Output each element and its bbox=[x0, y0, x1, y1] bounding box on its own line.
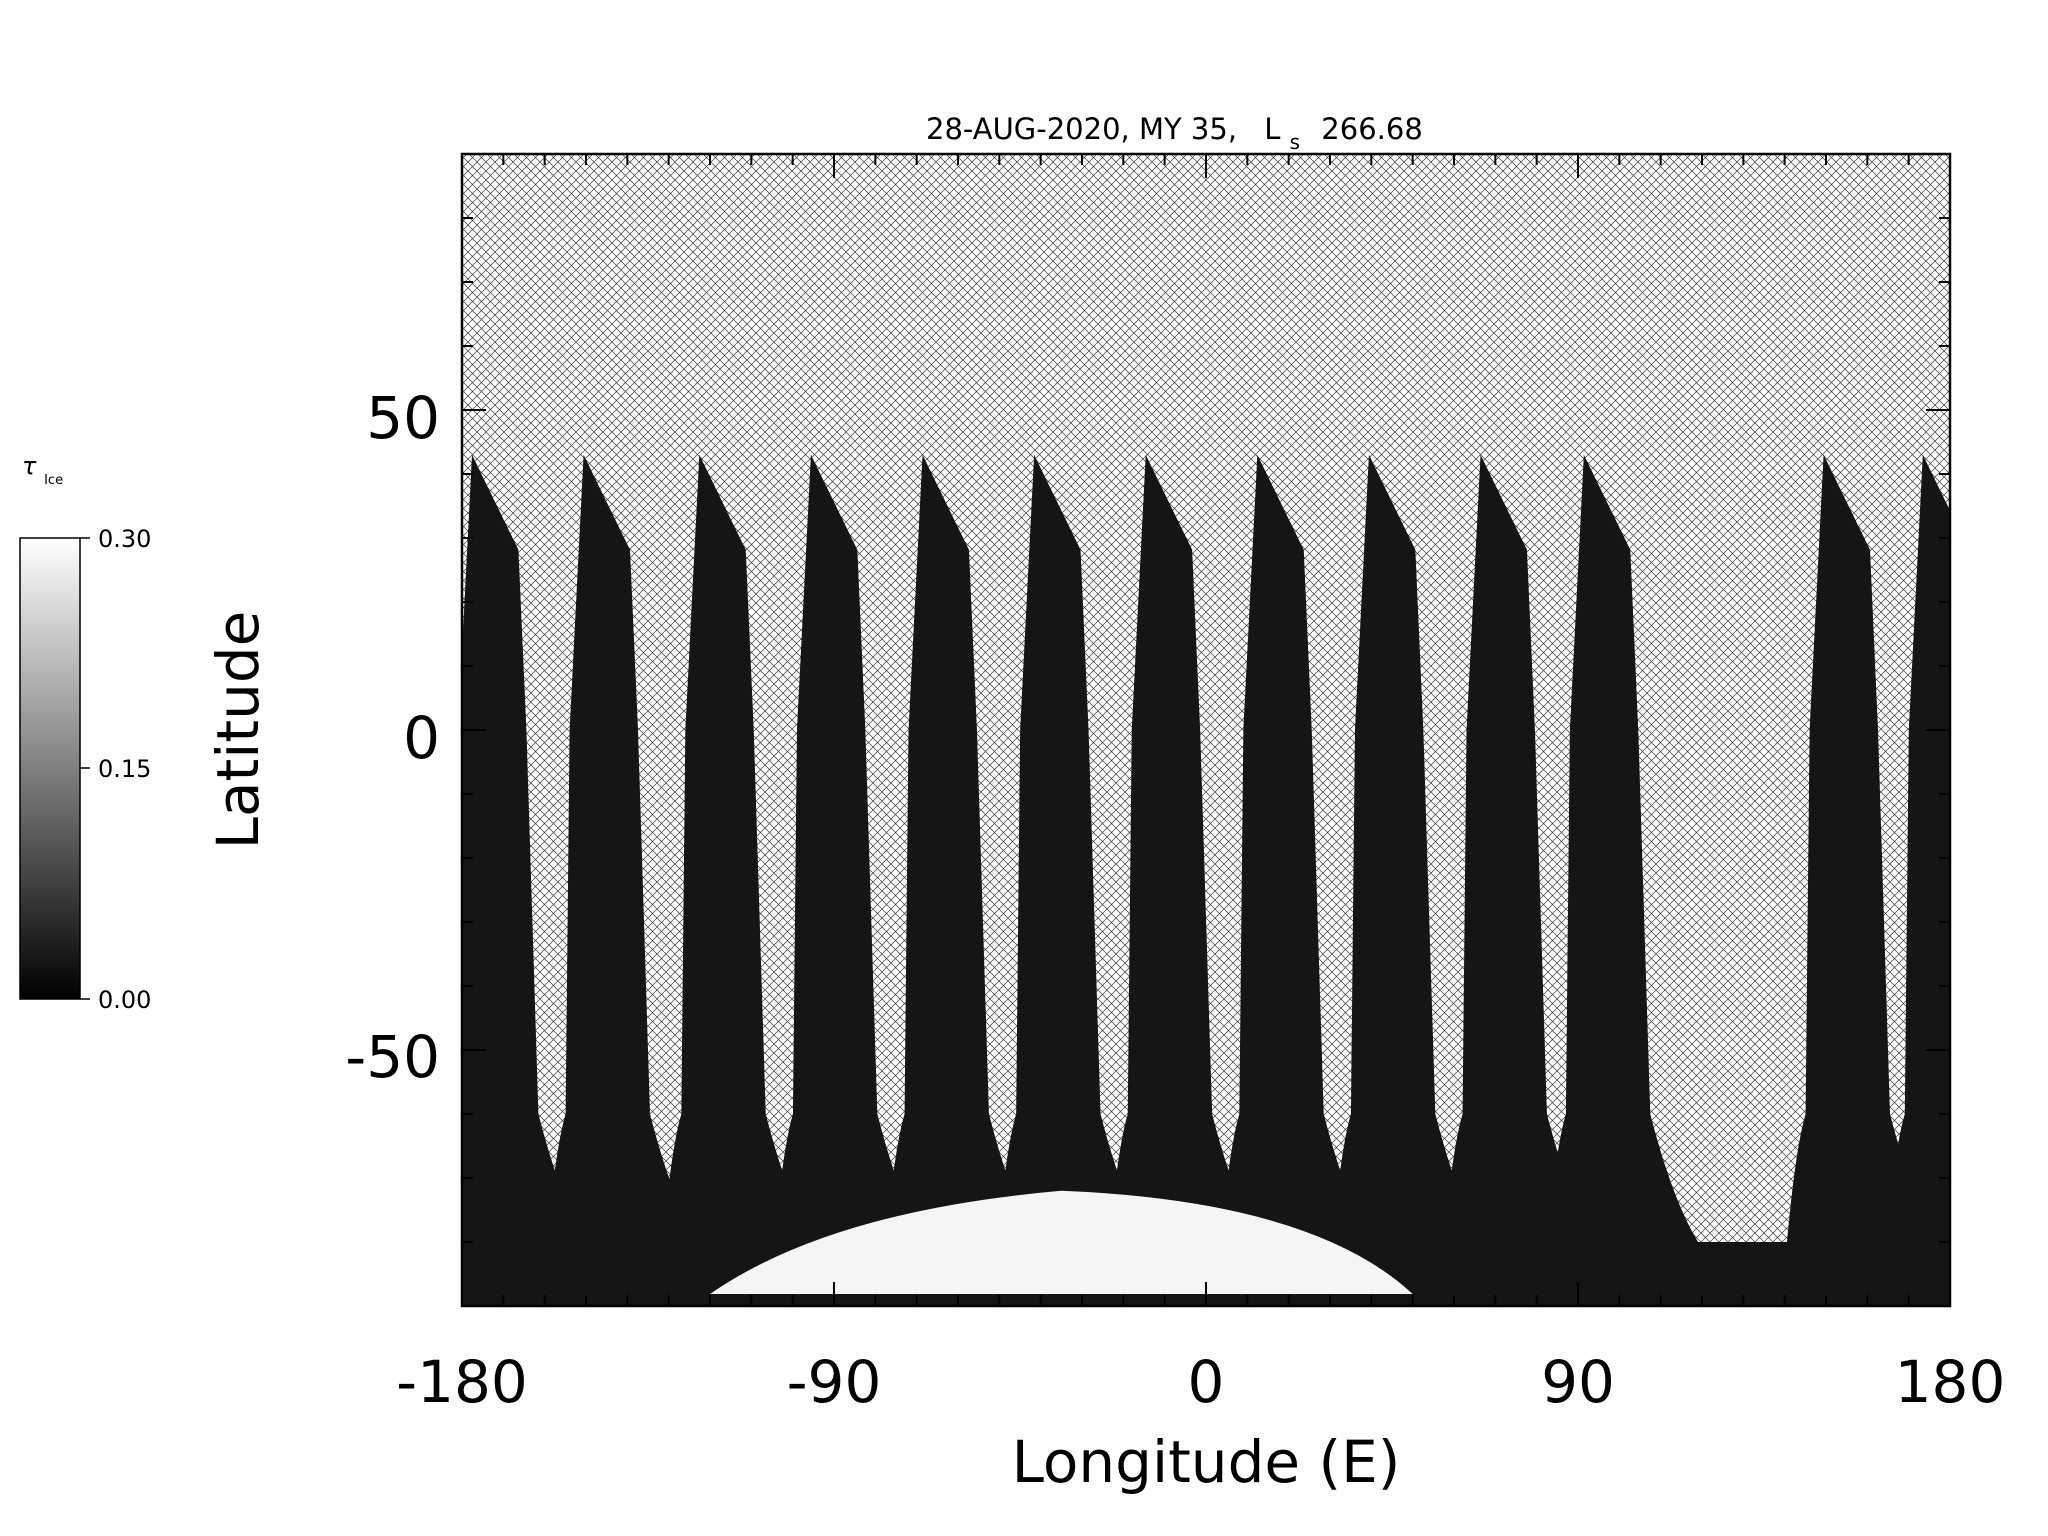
x-tick-label-neg180: -180 bbox=[396, 1348, 528, 1416]
y-tick-label-neg50: -50 bbox=[345, 1023, 440, 1091]
map-title: 28-AUG-2020, MY 35, L s 266.68 bbox=[926, 112, 1423, 156]
colorbar-tick-min: 0.00 bbox=[98, 986, 151, 1014]
colorbar-label: τ Ice bbox=[22, 452, 63, 488]
colorbar-label-symbol: τ bbox=[22, 452, 37, 480]
swath-11 bbox=[1783, 454, 1950, 1282]
swath-5 bbox=[994, 454, 1189, 1282]
x-tick-label-neg90: -90 bbox=[787, 1348, 882, 1416]
colorbar-label-subscript: Ice bbox=[44, 473, 63, 488]
polar-cap bbox=[710, 1190, 1413, 1294]
swath-2 bbox=[659, 454, 854, 1282]
colorbar-tick-max: 0.30 bbox=[98, 525, 151, 553]
swath-7 bbox=[1217, 454, 1412, 1282]
axis-ticks bbox=[461, 153, 1951, 1307]
y-tick-label-0: 0 bbox=[403, 704, 440, 772]
swath-1 bbox=[543, 454, 738, 1282]
title-date: 28-AUG-2020, MY 35, bbox=[926, 112, 1237, 146]
colorbar-tick-mid: 0.15 bbox=[98, 755, 151, 783]
x-axis: -180 -90 0 90 180 Longitude (E) bbox=[396, 1348, 2005, 1496]
title-ls-value: 266.68 bbox=[1321, 112, 1422, 146]
plot-area bbox=[460, 152, 1952, 1308]
swath-10 bbox=[1543, 454, 1739, 1282]
swath-6 bbox=[1105, 454, 1301, 1282]
swath-0 bbox=[462, 454, 627, 1282]
title-ls-symbol: L bbox=[1264, 112, 1280, 146]
swath-12 bbox=[1882, 454, 1950, 1282]
x-axis-label: Longitude (E) bbox=[1012, 1428, 1401, 1496]
colorbar-gradient bbox=[19, 537, 81, 1000]
x-tick-label-90: 90 bbox=[1541, 1348, 1615, 1416]
swath-3 bbox=[770, 454, 966, 1282]
plot-frame bbox=[460, 152, 1952, 1308]
y-tick-label-50: 50 bbox=[366, 384, 440, 452]
y-axis-label: Latitude bbox=[204, 611, 272, 850]
swath-8 bbox=[1328, 454, 1524, 1282]
x-tick-label-0: 0 bbox=[1188, 1348, 1225, 1416]
y-axis: 50 0 -50 Latitude bbox=[204, 384, 440, 1091]
colorbar: τ Ice 0.30 0.15 0.00 bbox=[19, 452, 151, 1014]
swath-4 bbox=[882, 454, 1077, 1282]
swath-9 bbox=[1440, 454, 1635, 1282]
title-ls-subscript: s bbox=[1290, 130, 1300, 154]
x-tick-label-180: 180 bbox=[1895, 1348, 2006, 1416]
